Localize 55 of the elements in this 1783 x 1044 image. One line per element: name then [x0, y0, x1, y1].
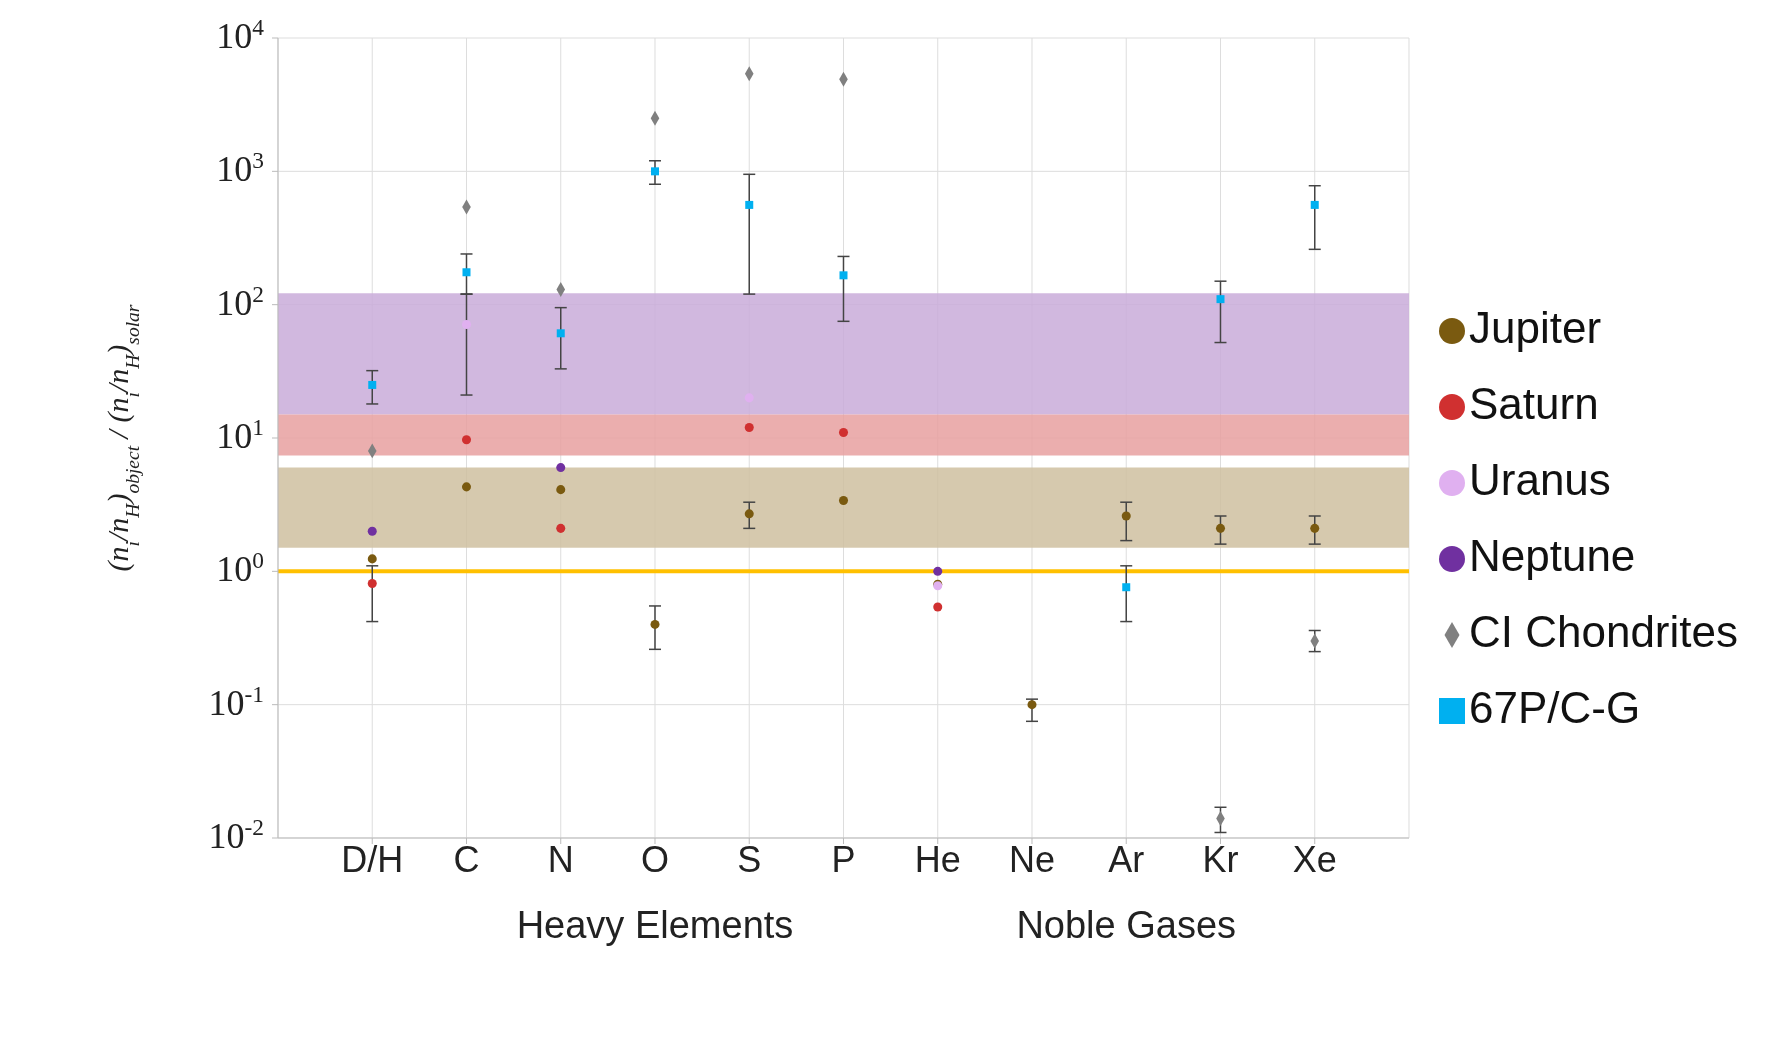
point	[461, 482, 472, 492]
point	[461, 435, 472, 445]
point	[1027, 700, 1037, 710]
point	[367, 554, 377, 564]
point	[368, 380, 377, 389]
text: Heavy Elements	[516, 904, 794, 946]
x-tick-label: P	[831, 838, 856, 880]
point	[838, 495, 849, 505]
point	[1310, 200, 1319, 209]
point	[461, 319, 472, 329]
text: Noble Gases	[1016, 904, 1237, 946]
point	[556, 463, 566, 473]
point	[556, 485, 566, 495]
x-tick-label: S	[737, 838, 762, 880]
point	[1215, 523, 1225, 533]
x-tick-label: He	[914, 838, 961, 880]
x-tick-label: Ne	[1008, 838, 1056, 880]
legend-label: Uranus	[1468, 455, 1611, 504]
y-tick-label: 10$^{0}$	[216, 547, 264, 590]
x-tick-label: C	[453, 838, 480, 880]
y-tick-label: 10$^{2}$	[216, 280, 264, 323]
point	[462, 268, 471, 277]
x-tick-label: Xe	[1292, 838, 1337, 880]
point	[1310, 523, 1320, 533]
x-tick-label: D/H	[341, 838, 404, 880]
point	[650, 167, 659, 176]
point	[744, 422, 754, 432]
point	[367, 579, 377, 589]
point	[838, 427, 849, 437]
legend-label: 67P/C-G	[1468, 683, 1641, 732]
point	[744, 509, 754, 519]
legend-label: Neptune	[1468, 531, 1636, 580]
point	[1216, 295, 1225, 304]
point	[839, 271, 848, 280]
x-tick-label: Ar	[1108, 838, 1145, 880]
y-tick-label: 10$^{-1}$	[208, 680, 264, 723]
point	[556, 329, 565, 338]
point	[1121, 511, 1131, 521]
y-tick-label: 10$^{4}$	[216, 14, 265, 56]
point	[933, 602, 943, 612]
point	[650, 619, 660, 629]
y-tick-label: 10$^{1}$	[216, 414, 264, 456]
point	[556, 523, 566, 533]
legend-label: Saturn	[1468, 379, 1599, 428]
point	[933, 566, 943, 576]
legend-label: CI Chondrites	[1468, 607, 1738, 656]
y-tick-label: 10$^{-2}$	[208, 814, 264, 856]
x-tick-label: O	[640, 838, 669, 880]
point	[1122, 583, 1131, 592]
x-tick-label: N	[547, 838, 574, 880]
x-tick-label: Kr	[1202, 838, 1239, 880]
legend-label: Jupiter	[1468, 303, 1602, 352]
y-tick-label: 10$^{3}$	[216, 147, 264, 190]
point	[745, 200, 754, 209]
point	[367, 526, 377, 536]
